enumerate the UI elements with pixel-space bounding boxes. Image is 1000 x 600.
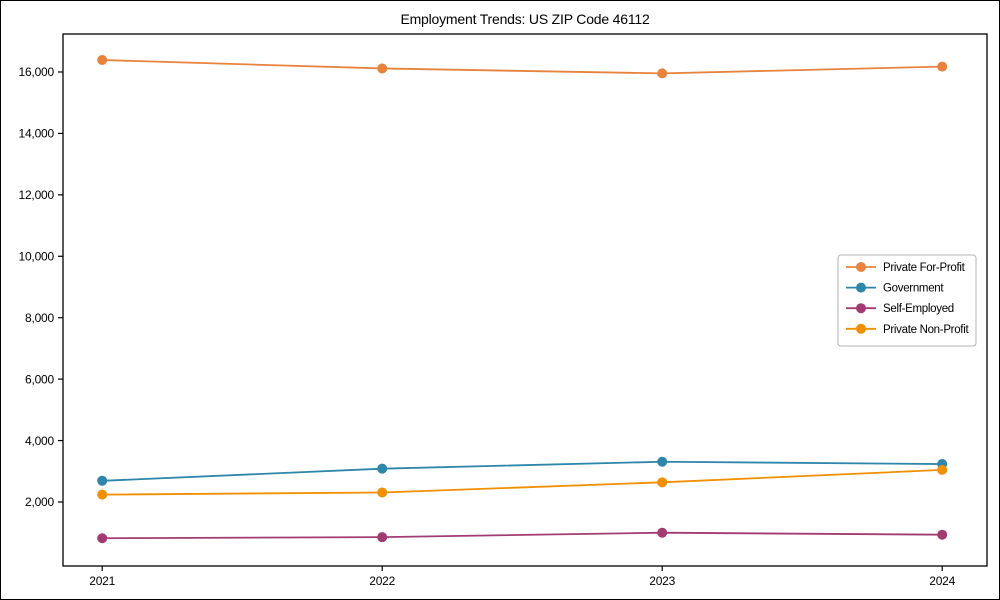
x-axis-tick-label: 2021	[89, 574, 115, 588]
data-point-marker	[657, 68, 668, 79]
chart-title: Employment Trends: US ZIP Code 46112	[400, 11, 649, 27]
data-point-marker	[377, 63, 388, 74]
x-axis-tick-label: 2023	[649, 574, 675, 588]
legend: Private For-Profit Government Self-Employe…	[837, 254, 977, 347]
axes: 2,000 4,000 6,000 8,000 10,000 12,000 14,000 16…	[18, 33, 988, 588]
data-point-marker	[937, 464, 948, 475]
y-axis-tick-label: 6,000	[25, 372, 55, 386]
x-axis-tick-label: 2022	[369, 574, 395, 588]
data-point-marker	[657, 477, 668, 488]
y-axis-tick-label: 10,000	[18, 249, 54, 263]
legend-swatch-marker	[856, 282, 866, 293]
series-line	[102, 460, 943, 482]
data-point-marker	[97, 489, 108, 500]
series-line	[102, 468, 943, 496]
data-point-marker	[377, 463, 388, 474]
series-layer	[97, 55, 948, 544]
data-point-marker	[937, 61, 948, 72]
y-axis-tick-label: 14,000	[18, 127, 54, 141]
series-line	[102, 59, 943, 75]
legend-swatch-marker	[856, 262, 866, 272]
data-point-marker	[97, 475, 108, 486]
data-point-marker	[97, 533, 108, 544]
plot-frame	[62, 33, 988, 567]
legend-label: Private For-Profit	[883, 262, 966, 274]
legend-label: Government	[883, 283, 944, 295]
series-line	[102, 531, 943, 540]
legend-swatch-marker	[856, 323, 866, 334]
legend-box	[837, 254, 977, 347]
y-axis-tick-label: 12,000	[18, 188, 54, 202]
data-point-marker	[377, 487, 388, 498]
legend-swatch-marker	[856, 303, 866, 314]
y-axis-tick-label: 2,000	[25, 495, 55, 509]
legend-label: Self-Employed	[883, 303, 954, 315]
data-point-marker	[657, 527, 668, 538]
data-point-marker	[657, 456, 668, 467]
y-axis-tick-label: 4,000	[25, 434, 55, 448]
y-axis-tick-label: 16,000	[18, 65, 54, 79]
y-axis-tick-label: 8,000	[25, 311, 55, 325]
data-point-marker	[937, 529, 948, 540]
data-point-marker	[97, 55, 108, 66]
legend-label: Private Non-Profit	[883, 324, 969, 336]
data-point-marker	[377, 532, 388, 543]
x-axis-tick-label: 2024	[929, 574, 955, 588]
